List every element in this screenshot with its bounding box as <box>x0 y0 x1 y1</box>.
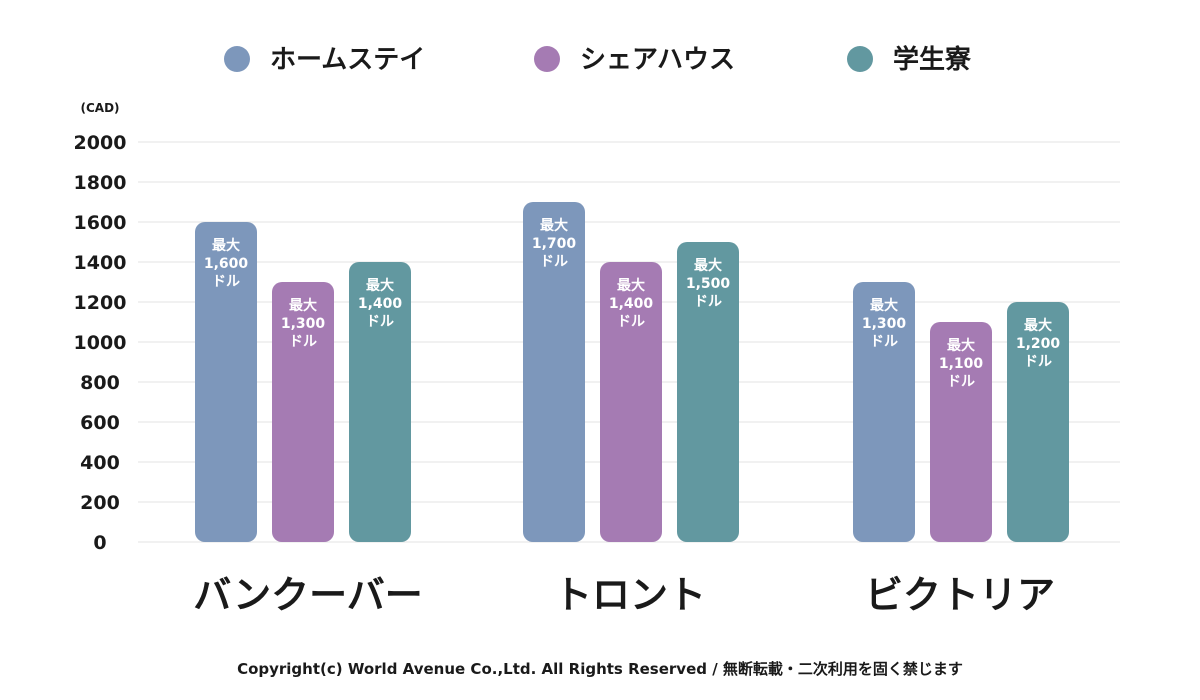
bar <box>930 322 992 542</box>
bar-data-label: ドル <box>212 274 240 290</box>
bar <box>272 282 334 542</box>
legend-swatch <box>224 46 250 72</box>
bar <box>523 202 585 542</box>
copyright-footer: Copyright(c) World Avenue Co.,Ltd. All R… <box>237 660 963 678</box>
bar-data-label: ドル <box>1024 354 1052 370</box>
x-category-label: トロント <box>554 573 706 617</box>
bar-data-label: 最大 <box>289 297 317 314</box>
bar-data-label: 最大 <box>694 257 722 274</box>
y-tick-label: 0 <box>93 532 106 554</box>
bar <box>1007 302 1069 542</box>
y-tick-label: 1000 <box>74 332 127 354</box>
bar <box>677 242 739 542</box>
bar-data-label: 1,200 <box>1016 336 1061 352</box>
legend: ホームステイ シェアハウス 学生寮 <box>224 44 972 75</box>
bar-data-label: ドル <box>617 314 645 330</box>
bars: 最大1,600ドル最大1,300ドル最大1,400ドル最大1,700ドル最大1,… <box>195 202 1069 542</box>
y-axis-unit-label: (CAD) <box>80 101 119 115</box>
legend-label: 学生寮 <box>893 44 972 75</box>
x-category-label: ビクトリア <box>865 573 1055 617</box>
bar-data-label: 1,300 <box>862 316 907 332</box>
bar-data-label: ドル <box>289 334 317 350</box>
bar-data-label: 最大 <box>947 337 975 354</box>
bar-data-label: 最大 <box>212 237 240 254</box>
bar <box>600 262 662 542</box>
x-category-label: バンクーバー <box>193 573 423 617</box>
bar-data-label: 1,400 <box>358 296 403 312</box>
bar-data-label: 最大 <box>870 297 898 314</box>
bar-data-label: 1,400 <box>609 296 654 312</box>
legend-item: シェアハウス <box>534 45 735 75</box>
y-tick-label: 1800 <box>74 172 127 194</box>
bar <box>349 262 411 542</box>
bar-data-label: ドル <box>870 334 898 350</box>
bar-data-label: ドル <box>947 374 975 390</box>
bar-data-label: 最大 <box>617 277 645 294</box>
bar <box>853 282 915 542</box>
legend-item: ホームステイ <box>224 45 425 75</box>
y-tick-label: 2000 <box>74 132 127 154</box>
bar-data-label: 1,500 <box>686 276 731 292</box>
y-tick-label: 200 <box>80 492 120 514</box>
y-axis-ticks: 0 200 400 600 800 1000 1200 1400 1600 1800 2000 <box>74 132 127 554</box>
bar-data-label: ドル <box>540 254 568 270</box>
bar-data-label: 1,300 <box>281 316 326 332</box>
bar-data-label: 最大 <box>1024 317 1052 334</box>
legend-item: 学生寮 <box>847 44 972 75</box>
bar-data-label: ドル <box>366 314 394 330</box>
bar-data-label: ドル <box>694 294 722 310</box>
legend-swatch <box>534 46 560 72</box>
legend-label: シェアハウス <box>580 45 735 75</box>
bar-data-label: 1,100 <box>939 356 984 372</box>
bar-data-label: 最大 <box>366 277 394 294</box>
bar-data-label: 最大 <box>540 217 568 234</box>
y-tick-label: 1200 <box>74 292 127 314</box>
bar-data-label: 1,700 <box>532 236 577 252</box>
y-tick-label: 600 <box>80 412 120 434</box>
bar <box>195 222 257 542</box>
y-tick-label: 1400 <box>74 252 127 274</box>
y-tick-label: 1600 <box>74 212 127 234</box>
legend-label: ホームステイ <box>270 45 425 75</box>
bar-data-label: 1,600 <box>204 256 249 272</box>
y-tick-label: 400 <box>80 452 120 474</box>
x-axis-categories: バンクーバー トロント ビクトリア <box>193 573 1055 617</box>
y-tick-label: 800 <box>80 372 120 394</box>
legend-swatch <box>847 46 873 72</box>
